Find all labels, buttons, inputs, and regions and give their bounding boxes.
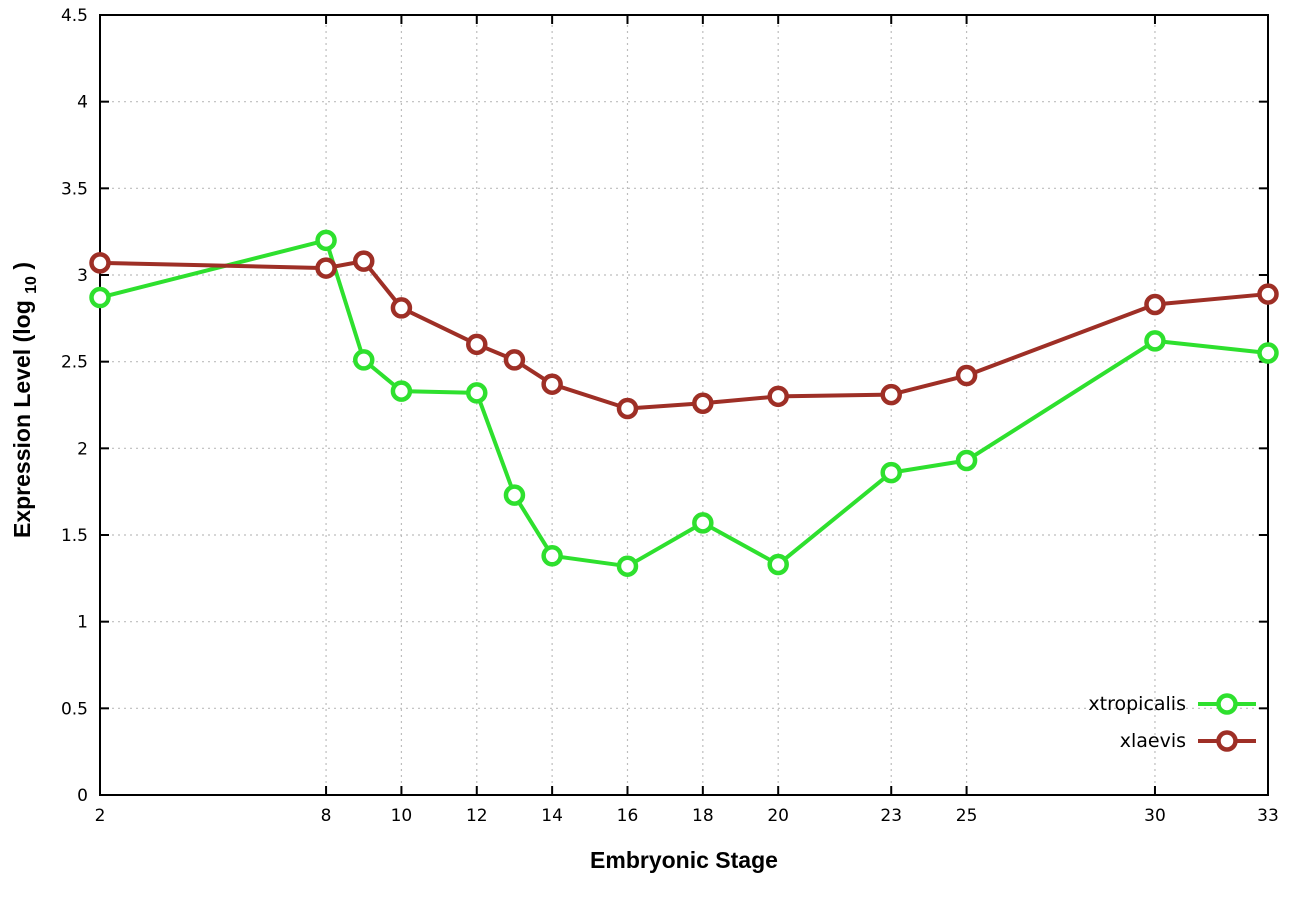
data-series bbox=[89, 229, 1279, 577]
data-point bbox=[390, 380, 413, 402]
axes: 2 8 10 12 14 16 18 20 23 25 30 33 0 0.5 1 1.5 2 2.5 3 3.5 4 4… bbox=[61, 6, 1279, 826]
x-tick-label: 23 bbox=[880, 806, 902, 826]
data-point bbox=[955, 449, 978, 472]
y-axis-label-main: Expression Level (log bbox=[9, 300, 35, 538]
data-point bbox=[541, 545, 563, 567]
x-tick-label: 18 bbox=[692, 806, 714, 826]
data-point bbox=[1257, 283, 1279, 305]
y-tick-label: 2 bbox=[77, 439, 88, 459]
x-tick-label: 2 bbox=[95, 806, 106, 826]
x-tick-label: 14 bbox=[541, 806, 563, 826]
x-tick-label: 12 bbox=[466, 806, 488, 826]
x-tick-label: 33 bbox=[1257, 806, 1279, 826]
y-axis-label: Expression Level (log 10 ) bbox=[9, 262, 41, 538]
x-tick-label: 8 bbox=[321, 806, 332, 826]
data-point bbox=[1257, 342, 1279, 364]
data-point bbox=[767, 553, 789, 576]
y-tick-label: 1 bbox=[77, 613, 88, 633]
data-point bbox=[315, 229, 337, 252]
y-tick-label: 4.5 bbox=[61, 6, 88, 26]
y-tick-label: 0.5 bbox=[61, 699, 88, 719]
legend: xtropicalis xlaevis bbox=[1088, 693, 1256, 752]
data-point bbox=[89, 252, 111, 274]
data-point bbox=[315, 257, 337, 279]
data-point bbox=[1144, 330, 1166, 352]
data-point bbox=[352, 349, 375, 371]
data-point bbox=[955, 364, 978, 387]
y-tick-label: 3 bbox=[77, 266, 88, 286]
data-point bbox=[89, 286, 111, 309]
series-xlaevis bbox=[89, 250, 1279, 420]
data-point bbox=[692, 392, 714, 415]
data-point bbox=[466, 382, 488, 404]
y-tick-label: 0 bbox=[77, 786, 88, 806]
data-point bbox=[767, 385, 789, 408]
y-tick-label: 4 bbox=[77, 93, 88, 113]
x-tick-label: 25 bbox=[956, 806, 978, 826]
x-tick-label: 16 bbox=[617, 806, 639, 826]
legend-entry-xtropicalis: xtropicalis bbox=[1088, 693, 1256, 715]
data-point bbox=[503, 484, 526, 506]
x-tick-label: 20 bbox=[767, 806, 789, 826]
data-point bbox=[390, 297, 413, 319]
x-tick-label: 10 bbox=[391, 806, 413, 826]
legend-label: xlaevis bbox=[1120, 730, 1186, 752]
legend-marker bbox=[1216, 730, 1238, 752]
series-xtropicalis bbox=[89, 229, 1279, 577]
series-line bbox=[98, 259, 1270, 411]
x-tick-label: 30 bbox=[1144, 806, 1166, 826]
y-tick-label: 3.5 bbox=[61, 179, 88, 199]
legend-label: xtropicalis bbox=[1088, 693, 1186, 715]
data-point bbox=[1144, 293, 1166, 316]
data-point bbox=[616, 397, 639, 420]
data-point bbox=[466, 333, 488, 356]
data-point bbox=[880, 383, 902, 406]
data-point bbox=[352, 250, 375, 272]
x-axis-label: Embryonic Stage bbox=[590, 847, 778, 873]
y-tick-label: 1.5 bbox=[61, 526, 88, 546]
data-point bbox=[880, 461, 902, 484]
plot-border bbox=[99, 14, 1269, 796]
data-point bbox=[692, 512, 714, 534]
legend-marker bbox=[1216, 693, 1238, 715]
y-axis-label-subscript: 10 bbox=[23, 276, 40, 294]
data-point bbox=[616, 555, 639, 577]
data-point bbox=[541, 373, 563, 395]
legend-entry-xlaevis: xlaevis bbox=[1120, 730, 1256, 752]
x-axis-ticks: 2 8 10 12 14 16 18 20 23 25 30 33 bbox=[95, 15, 1279, 826]
y-axis-ticks: 0 0.5 1 1.5 2 2.5 3 3.5 4 4.5 bbox=[61, 6, 1268, 806]
y-tick-label: 2.5 bbox=[61, 353, 88, 373]
y-axis-label-close: ) bbox=[9, 262, 35, 270]
data-point bbox=[503, 349, 526, 371]
